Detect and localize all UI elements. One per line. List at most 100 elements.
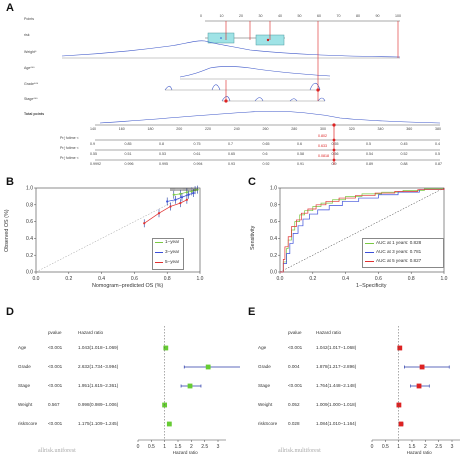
forest-row-name: riskScore	[258, 421, 278, 426]
nomogram-row-label: Points	[24, 17, 34, 21]
pr1-tick-label: 0.9	[90, 142, 95, 146]
calibration-ytick-label: 1.0	[26, 186, 33, 192]
roc-xlabel: 1−Specificity	[356, 283, 387, 289]
pr1-tick-label: 0.6	[297, 142, 302, 146]
forest-point	[163, 345, 169, 351]
calibration-ytick-label: 0.4	[26, 236, 33, 242]
points-tick-label: 50	[297, 14, 302, 18]
forest-row-name: Age	[258, 345, 267, 350]
panel-letter-b: B	[6, 176, 14, 188]
calibration-point	[185, 191, 188, 194]
roc-legend: AUC at 1 years: 0.828 AUC at 3 years: 0.…	[362, 238, 444, 268]
pr2-tick-label: 0.53	[159, 152, 166, 156]
roc-ytick-label: 0.8	[270, 202, 277, 208]
pr1-tick-label: 0.4	[435, 142, 440, 146]
roc-legend-swatch	[365, 252, 374, 253]
roc-panel: 0.0 0.2 0.4 0.6 0.8 1.0 0.0 0.2 0.4 0.6 0.8 1.0 Sen…	[244, 180, 474, 300]
total-points-tick-label: 260	[262, 127, 269, 131]
forest-point	[187, 383, 193, 389]
pr1-tick-label: 0.5	[366, 142, 371, 146]
nomogram-row-label: Stage***	[24, 97, 38, 101]
forest-row-hr: 1.042(1.017−1.068)	[316, 345, 357, 350]
forest-row-name: Grade	[18, 364, 31, 369]
forest-uni-panel: 0 0.5 1 1.5 2 2.5 3 pvalue Hazard ratio Age <0.00…	[0, 310, 240, 474]
pr3-tick-label: 0.995	[159, 162, 168, 166]
calibration-xtick-label: 0.6	[131, 276, 138, 282]
forest-xtick-label: 1	[397, 444, 400, 450]
pr3-tick-label: 0.994	[193, 162, 203, 166]
calibration-xtick-label: 0.2	[65, 276, 72, 282]
total-points-tick-label: 140	[90, 127, 96, 131]
calibration-point	[174, 198, 177, 201]
pr3-tick-label: 0.9	[331, 162, 337, 166]
calibration-ytick-label: 0.0	[26, 270, 33, 276]
pr2-tick-label: 0.54	[366, 152, 373, 156]
roc-xtick-label: 0.2	[309, 276, 316, 282]
forest-uni-chart: 0 0.5 1 1.5 2 2.5 3	[137, 326, 240, 450]
forest-row-hr: 0.998(0.989−1.006)	[78, 402, 119, 407]
forest-row-pvalue: 0.028	[288, 421, 300, 426]
roc-xtick-label: 0.4	[342, 276, 349, 282]
roc-legend-swatch	[365, 261, 374, 262]
points-tick-label: 20	[239, 14, 243, 18]
forest-point	[398, 421, 404, 427]
pr3-tick-label: 0.88	[400, 162, 408, 166]
forest-point	[166, 421, 172, 427]
forest-row-name: Weight	[18, 402, 33, 407]
pr3-tick-label: 0.9992	[90, 162, 101, 166]
points-tick-label: 30	[258, 14, 263, 18]
roc-legend-swatch	[365, 243, 374, 244]
calibration-point	[185, 198, 188, 201]
forest-xtick-label: 0.5	[382, 444, 389, 450]
forest-row-hr: 1.764(1.448−2.148)	[316, 383, 357, 388]
forest-row-pvalue: 0.052	[288, 402, 300, 407]
pr3-tick-label: 0.87	[435, 162, 442, 166]
roc-xtick-label: 0.0	[277, 276, 284, 282]
pr3-tick-label: 0.91	[297, 162, 304, 166]
forest-row-hr: 1.009(1.000−1.018)	[316, 402, 357, 407]
roc-legend-label: AUC at 1 years: 0.828	[376, 240, 422, 245]
total-points-tick-label: 220	[205, 127, 211, 131]
forest-row-pvalue: <0.001	[48, 383, 63, 388]
forest-xtick-label: 0.5	[148, 444, 155, 450]
nomogram-row-label: Age***	[24, 66, 35, 70]
legend-swatch-5year	[155, 262, 163, 263]
nomogram-row-label: Pr( futime <	[60, 156, 79, 160]
pr1-tick-label: 0.8	[159, 142, 164, 146]
pr2-tick-label: 0.6	[262, 152, 268, 156]
pr3-tick-label: 0.93	[228, 162, 235, 166]
legend-label-3year: 3−year	[165, 249, 180, 254]
pr2-tick-label: 0.5	[435, 152, 440, 156]
pr1-tick-label: 0.75	[193, 142, 201, 146]
forest-row-hr: 1.951(1.615−2.361)	[78, 383, 119, 388]
nomogram-red-value: 0.802	[318, 134, 327, 138]
pr3-tick-label: 0.92	[262, 162, 270, 166]
forest-header-hr: Hazard ratio	[78, 330, 104, 335]
total-points-tick-label: 240	[233, 127, 240, 131]
points-tick-label: 60	[317, 14, 321, 18]
pr2-tick-label: 0.51	[124, 152, 132, 156]
forest-point	[419, 364, 425, 370]
total-points-tick-label: 160	[118, 127, 125, 131]
calibration-point	[180, 196, 184, 199]
forest-xtick-label: 3	[217, 444, 220, 450]
forest-row-hr: 1.043(1.018−1.069)	[78, 345, 119, 350]
points-tick-label: 80	[356, 14, 360, 18]
forest-xtick-label: 1.5	[409, 444, 416, 450]
roc-plot-frame	[279, 187, 445, 273]
total-points-tick-label: 340	[377, 127, 384, 131]
calibration-point	[179, 202, 182, 205]
calibration-point	[172, 193, 175, 196]
calibration-ylabel: Observed OS (%)	[4, 209, 10, 252]
forest-header-hr: Hazard ratio	[316, 330, 342, 335]
forest-xlabel: Hazard ratio	[172, 450, 198, 455]
forest-point	[416, 383, 422, 389]
forest-header-pvalue: pvalue	[48, 330, 62, 335]
pr1-tick-label: 0.65	[262, 142, 270, 146]
panel-letter-e: E	[248, 306, 256, 318]
roc-diagonal	[279, 187, 445, 273]
forest-xtick-label: 1	[163, 444, 166, 450]
calibration-ideal-line	[35, 187, 201, 273]
calibration-ytick-label: 0.8	[26, 202, 33, 208]
forest-xtick-label: 2	[424, 444, 427, 450]
